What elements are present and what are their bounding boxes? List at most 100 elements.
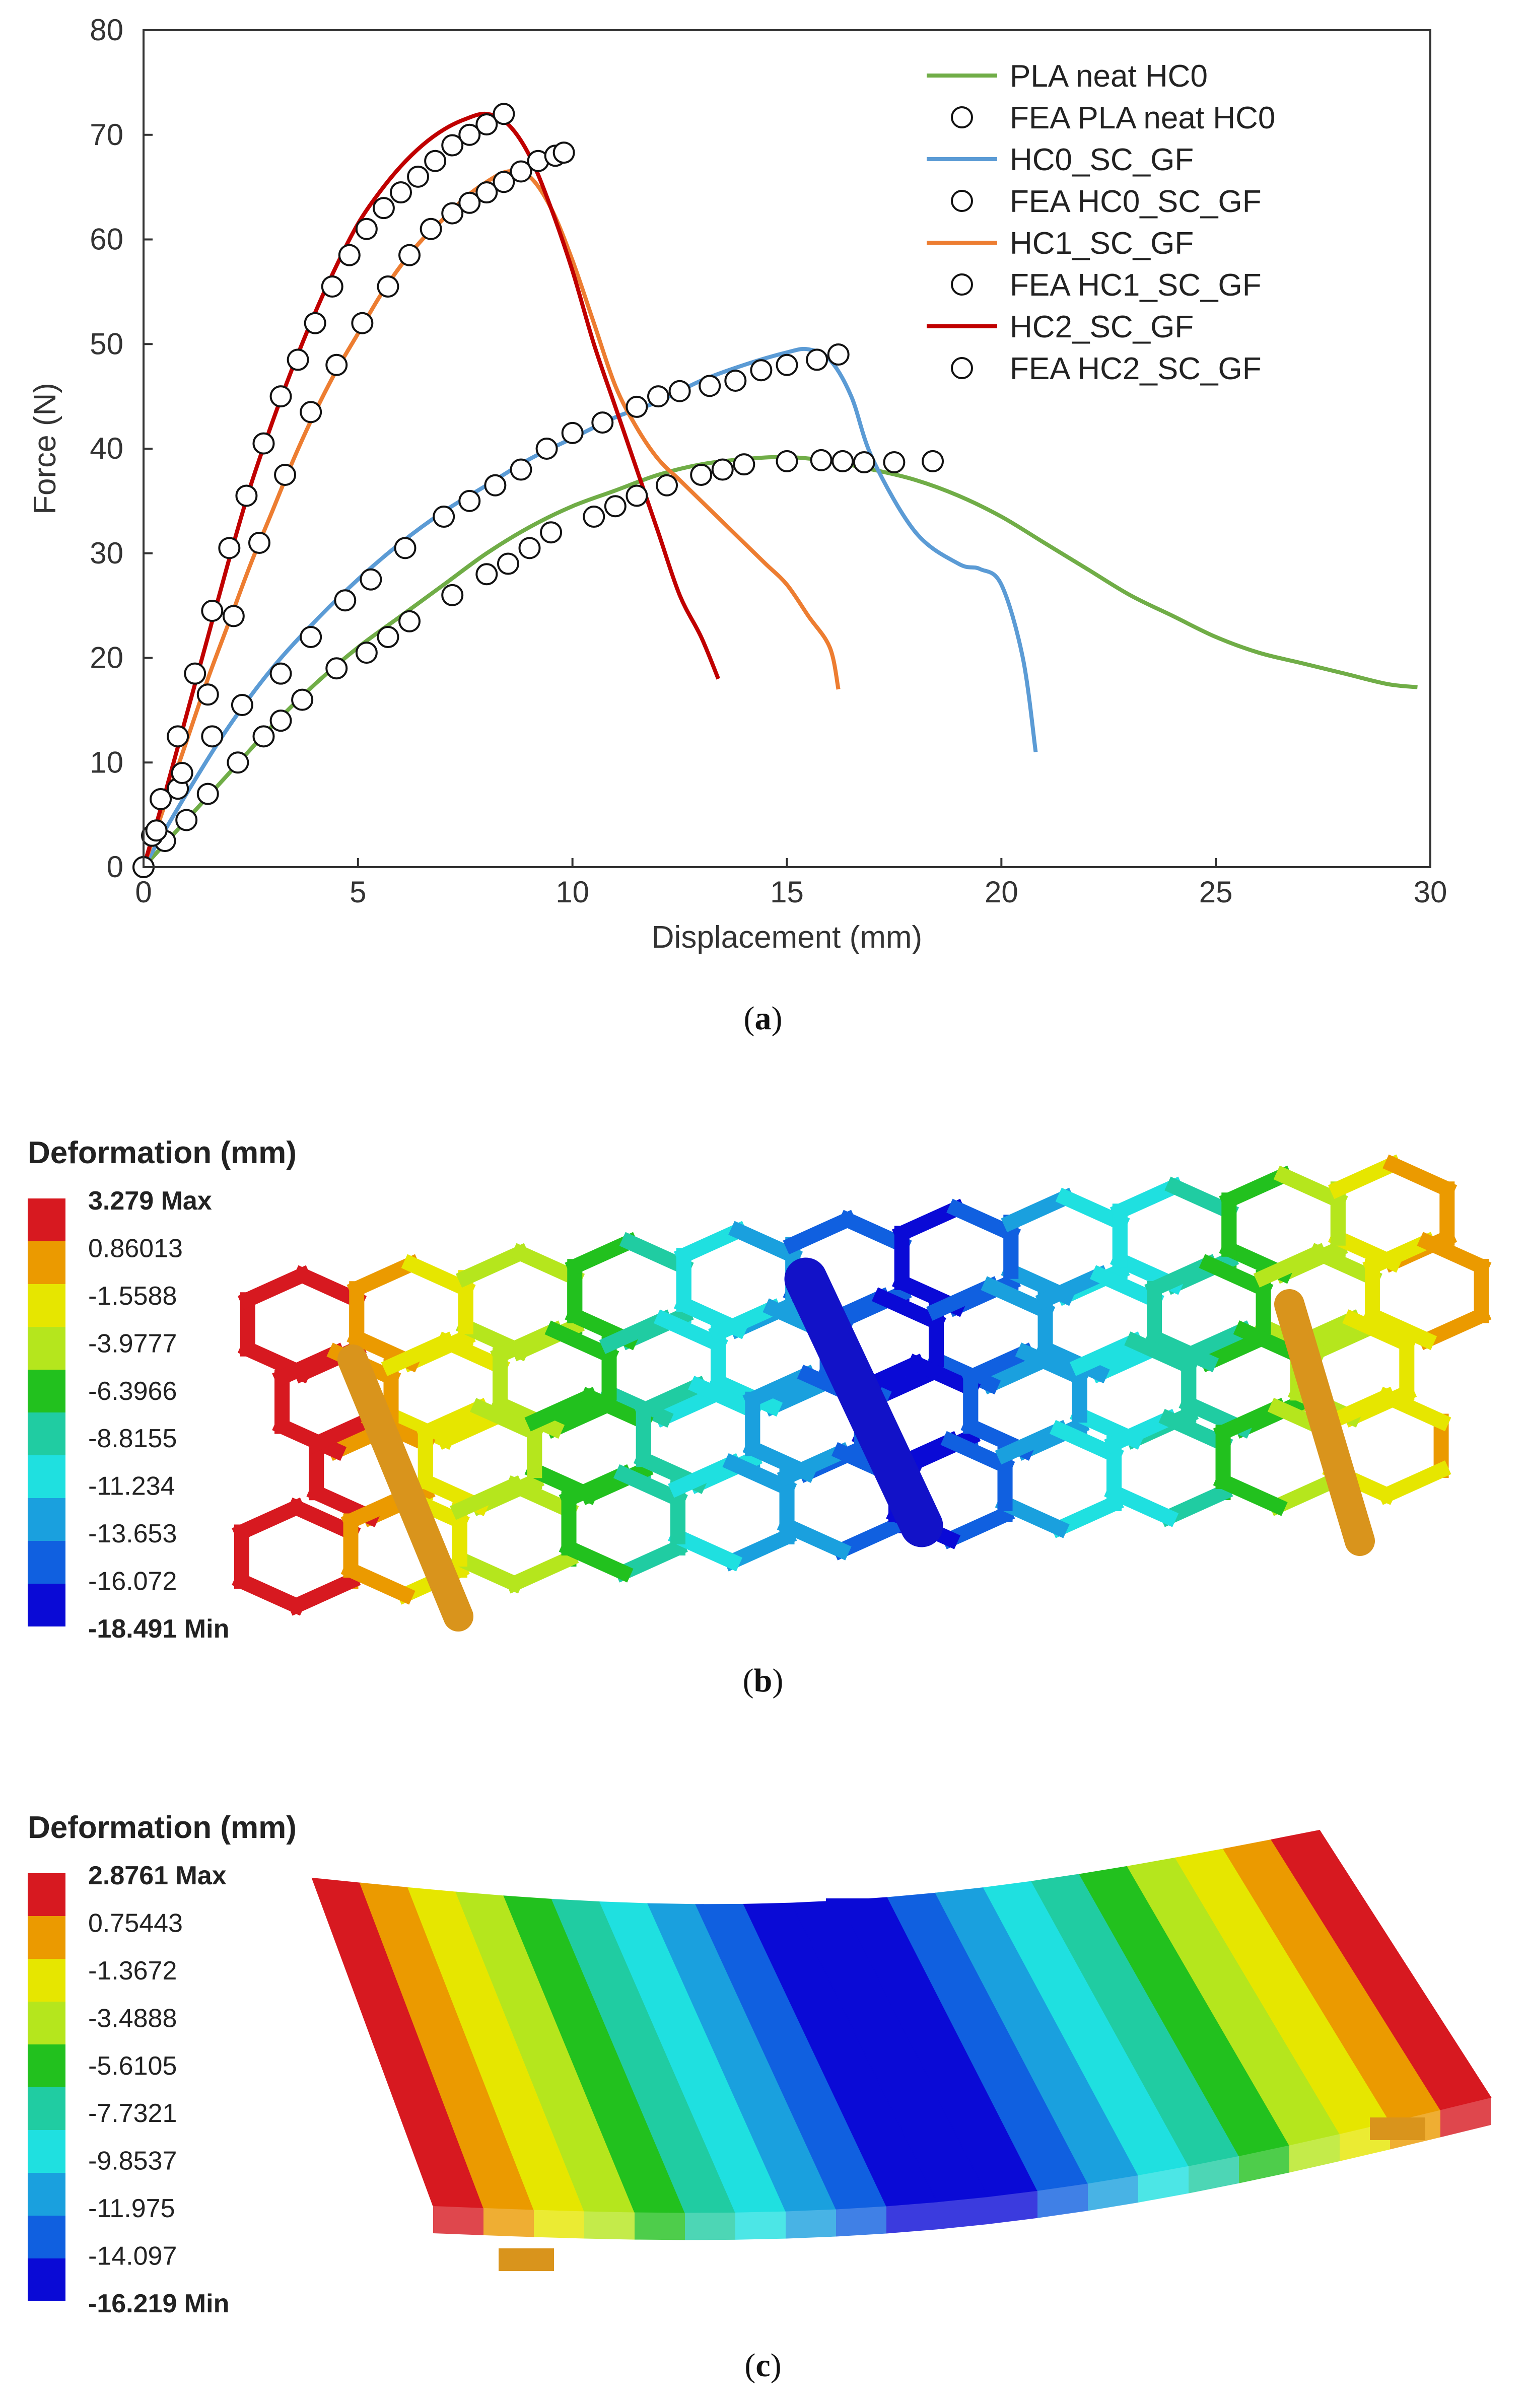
- data-point-fea-hc2-sc-gf: [372, 197, 395, 220]
- legend-value-label: 0.75443: [88, 1908, 183, 1938]
- honeycomb-strut: [1199, 1254, 1274, 1299]
- honeycomb-strut: [470, 1398, 545, 1443]
- honeycomb-strut: [1124, 1331, 1199, 1376]
- honeycomb-strut: [940, 1431, 1015, 1476]
- legend-color-swatch: [28, 1412, 65, 1455]
- legend-color-swatch: [28, 1455, 65, 1498]
- plate-edge-band: [735, 2211, 786, 2240]
- x-tick-label: 20: [985, 875, 1018, 909]
- data-point-fea-hc1-sc-gf: [222, 605, 245, 627]
- data-point-fea-hc1-sc-gf: [377, 275, 399, 298]
- data-point-fea-pla-neat-hc0: [518, 537, 541, 559]
- plate-edge-band: [433, 2206, 483, 2235]
- data-point-fea-pla-neat-hc0: [377, 625, 399, 648]
- right-support-roller: [1274, 1289, 1375, 1556]
- data-point-fea-hc1-sc-gf: [475, 181, 498, 204]
- data-point-fea-hc2-sc-gf: [321, 275, 343, 298]
- legend-label: FEA HC2_SC_GF: [1010, 351, 1262, 386]
- plate-edge-band: [836, 2206, 886, 2237]
- data-point-fea-hc0-sc-gf: [561, 421, 584, 444]
- data-point-fea-pla-neat-hc0: [441, 584, 464, 606]
- data-point-fea-hc2-sc-gf: [338, 244, 361, 266]
- plate-edge-band: [635, 2212, 685, 2240]
- honeycomb-strut: [777, 1516, 852, 1561]
- legend-color-swatch: [28, 1916, 65, 1959]
- data-point-fea-pla-neat-hc0: [776, 450, 798, 472]
- legend-value-label: -14.097: [88, 2242, 177, 2271]
- data-point-fea-pla-neat-hc0: [690, 463, 713, 486]
- data-point-fea-hc0-sc-gf: [394, 537, 417, 559]
- x-tick-label: 5: [350, 875, 366, 909]
- legend-color-swatch: [28, 2173, 65, 2216]
- data-point-fea-hc2-sc-gf: [458, 123, 481, 146]
- honeycomb-strut: [1362, 1305, 1437, 1351]
- data-point-fea-hc0-sc-gf: [591, 411, 614, 434]
- plate-edge-band: [1440, 2097, 1491, 2138]
- data-point-fea-pla-neat-hc0: [810, 449, 833, 471]
- legend-value-label: -6.3966: [88, 1377, 177, 1406]
- plate-contour-figure: Deformation (mm) 2.8761 Max 0.75443 -1.367…: [28, 1810, 1492, 2318]
- honeycomb-strut: [1417, 1232, 1492, 1277]
- legend-label: FEA HC0_SC_GF: [1010, 184, 1262, 219]
- series-line-hc2-sc-gf: [142, 111, 720, 868]
- plot-frame: [143, 29, 1431, 868]
- data-point-fea-hc1-sc-gf: [351, 312, 374, 334]
- legend-color-swatch: [28, 1241, 65, 1284]
- plate-edge-band: [534, 2209, 584, 2239]
- panel-b: Deformation (mm) 3.279 Max 0.86013 -1.5588…: [0, 1108, 1526, 1712]
- plate-edge-band: [1138, 2165, 1189, 2203]
- honeycomb-strut: [1307, 1243, 1382, 1288]
- legend-color-swatch: [28, 2216, 65, 2258]
- data-point-fea-hc2-sc-gf: [150, 788, 172, 810]
- honeycomb-strut: [401, 1254, 476, 1299]
- legend-value-label: 0.86013: [88, 1234, 183, 1263]
- data-point-fea-hc0-sc-gf: [231, 693, 253, 716]
- honeycomb-strut: [1273, 1165, 1348, 1211]
- honeycomb-strut: [286, 1497, 361, 1542]
- honeycomb-strut: [1376, 1386, 1451, 1432]
- data-point-fea-hc2-sc-gf: [201, 600, 224, 622]
- honeycomb-strut: [1104, 1482, 1179, 1527]
- data-point-fea-hc0-sc-gf: [724, 369, 747, 392]
- data-point-fea-pla-neat-hc0: [656, 474, 678, 497]
- data-point-fea-hc1-sc-gf: [325, 353, 348, 376]
- data-point-fea-hc0-sc-gf: [827, 343, 850, 366]
- data-point-fea-hc1-sc-gf: [510, 160, 532, 183]
- data-point-fea-pla-neat-hc0: [733, 453, 755, 476]
- y-axis-label: Force (N): [28, 383, 62, 515]
- y-tick-label: 20: [90, 641, 123, 675]
- data-point-fea-hc2-sc-gf: [355, 218, 378, 240]
- x-axis-label: Displacement (mm): [652, 920, 922, 955]
- data-point-fea-hc0-sc-gf: [626, 395, 648, 418]
- legend-marker: [951, 357, 973, 379]
- x-tick-label: 15: [770, 875, 804, 909]
- y-tick-label: 40: [90, 432, 123, 465]
- x-tick-label: 25: [1199, 875, 1233, 909]
- honeycomb-strut: [1089, 1265, 1164, 1310]
- plate-model: [311, 1829, 1492, 2271]
- legend-color-swatch: [28, 2087, 65, 2130]
- honeycomb-strut: [619, 1232, 694, 1277]
- legend-value-label: -18.491 Min: [88, 1614, 229, 1644]
- legend-label: FEA PLA neat HC0: [1010, 101, 1275, 135]
- legend-color-swatch: [28, 1541, 65, 1584]
- legend-label: HC1_SC_GF: [1010, 226, 1194, 261]
- legend-title: Deformation (mm): [28, 1136, 297, 1170]
- legend-value-label: -5.6105: [88, 2051, 177, 2081]
- data-point-fea-pla-neat-hc0: [475, 563, 498, 586]
- honeycomb-strut: [1055, 1187, 1130, 1233]
- data-point-fea-hc0-sc-gf: [776, 353, 798, 376]
- loading-indenter: [826, 1898, 876, 1924]
- data-point-fea-pla-neat-hc0: [196, 783, 219, 805]
- honeycomb-strut: [981, 1276, 1056, 1321]
- data-point-fea-pla-neat-hc0: [540, 521, 563, 544]
- y-tick-label: 60: [90, 223, 123, 256]
- y-tick-label: 50: [90, 327, 123, 361]
- data-point-fea-hc0-sc-gf: [484, 474, 507, 497]
- data-point-fea-hc2-sc-gf: [390, 181, 412, 204]
- honeycomb-strut: [1015, 1342, 1090, 1387]
- data-point-fea-hc0-sc-gf: [433, 506, 455, 528]
- data-point-fea-pla-neat-hc0: [583, 506, 605, 528]
- legend-value-label: -1.5588: [88, 1282, 177, 1311]
- honeycomb-strut: [1049, 1420, 1124, 1465]
